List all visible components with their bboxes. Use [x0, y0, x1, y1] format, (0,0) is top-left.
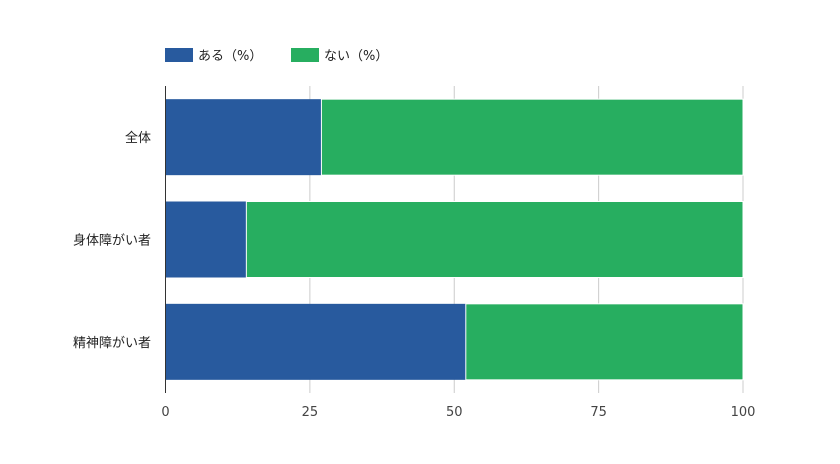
- bar-nai: [465, 303, 744, 381]
- bar-nai: [245, 201, 744, 278]
- bar-aru: [165, 201, 247, 278]
- x-tick-label: 75: [590, 405, 607, 420]
- legend-swatch: [291, 48, 319, 62]
- legend-label: ない（%）: [324, 49, 388, 64]
- bar-aru: [165, 303, 466, 380]
- x-tick-label: 100: [731, 405, 756, 420]
- x-tick-label: 50: [446, 405, 463, 420]
- legend-label: ある（%）: [198, 49, 262, 64]
- x-tick-label: 25: [302, 405, 319, 420]
- x-tick-label: 0: [161, 405, 169, 420]
- bar-nai: [320, 98, 744, 176]
- bar-aru: [165, 99, 322, 176]
- category-label: 全体: [125, 130, 151, 146]
- category-label: 精神障がい者: [73, 336, 151, 351]
- category-label: 身体障がい者: [73, 233, 151, 249]
- legend-swatch: [165, 48, 193, 62]
